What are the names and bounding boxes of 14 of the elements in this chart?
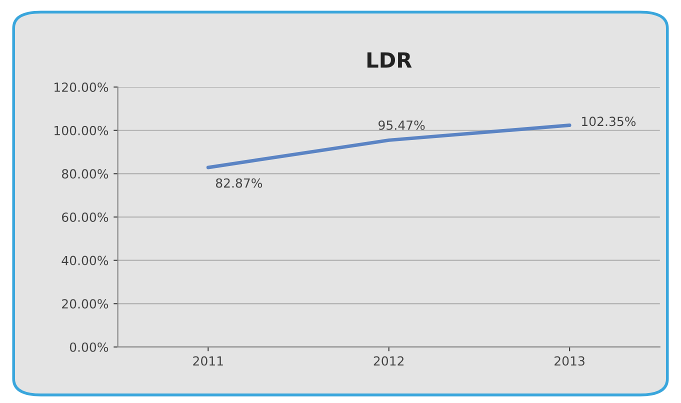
x-tick-label: 2011 [193, 356, 223, 366]
chart-title: LDR [367, 52, 412, 68]
y-tick-label: 100.00% [54, 126, 108, 136]
y-tick-label: 40.00% [62, 256, 108, 266]
y-tick-label: 80.00% [62, 169, 108, 179]
data-label: 95.47% [378, 120, 425, 130]
y-tick-label: 0.00% [70, 342, 108, 352]
y-tick-label: 120.00% [54, 82, 108, 92]
data-label: 102.35% [582, 116, 636, 126]
y-tick-label: 60.00% [62, 212, 108, 222]
y-tick-label: 20.00% [62, 299, 108, 309]
x-tick-label: 2013 [554, 356, 584, 366]
data-label: 82.87% [216, 178, 262, 188]
x-tick-label: 2012 [374, 356, 404, 366]
